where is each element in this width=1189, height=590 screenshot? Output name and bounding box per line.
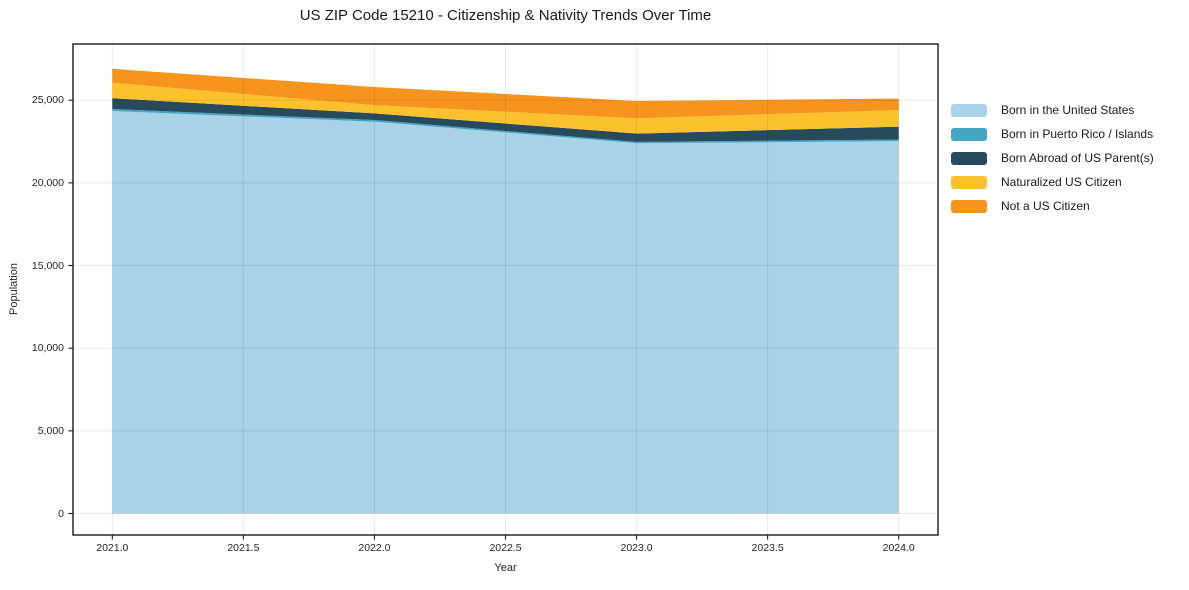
plot-frame bbox=[72, 43, 939, 536]
y-tick-label: 10,000 bbox=[31, 342, 64, 355]
legend-swatch-puerto-rico bbox=[951, 127, 987, 141]
tick-marks bbox=[68, 99, 900, 540]
x-tick-label: 2022.5 bbox=[489, 542, 522, 554]
y-tick-label: 5,000 bbox=[37, 424, 64, 437]
y-tick-label: 25,000 bbox=[31, 94, 64, 107]
legend-item-naturalized: Naturalized US Citizen bbox=[951, 175, 1154, 189]
legend-label: Not a US Citizen bbox=[1001, 199, 1090, 213]
y-tick-label: 0 bbox=[58, 507, 64, 520]
legend-label: Born in Puerto Rico / Islands bbox=[1001, 127, 1154, 141]
area-series bbox=[112, 68, 899, 514]
legend-label: Naturalized US Citizen bbox=[1001, 175, 1122, 189]
x-tick-label: 2024.0 bbox=[882, 542, 915, 554]
legend-item-born-us: Born in the United States bbox=[951, 103, 1154, 117]
y-tick-label: 20,000 bbox=[31, 176, 64, 189]
x-tick-label: 2021.0 bbox=[96, 542, 129, 554]
x-tick-label: 2021.5 bbox=[227, 542, 260, 554]
chart-title: US ZIP Code 15210 - Citizenship & Nativi… bbox=[299, 7, 712, 24]
y-tick-label: 15,000 bbox=[31, 259, 64, 272]
legend-item-born-abroad: Born Abroad of US Parent(s) bbox=[951, 151, 1154, 165]
legend-label: Born in the United States bbox=[1001, 103, 1135, 117]
x-tick-label: 2023.0 bbox=[620, 542, 653, 554]
legend-swatch-not-citizen bbox=[951, 199, 987, 213]
legend-item-not-citizen: Not a US Citizen bbox=[951, 199, 1154, 213]
legend-label: Born Abroad of US Parent(s) bbox=[1001, 151, 1154, 165]
legend: Born in the United States Born in Puerto… bbox=[951, 103, 1154, 213]
x-axis-label: Year bbox=[494, 562, 517, 574]
x-tick-label: 2023.5 bbox=[751, 542, 784, 554]
x-tick-label: 2022.0 bbox=[358, 542, 391, 554]
legend-swatch-naturalized bbox=[951, 175, 987, 189]
gridlines bbox=[73, 44, 938, 535]
legend-swatch-born-abroad bbox=[951, 151, 987, 165]
legend-item-puerto-rico: Born in Puerto Rico / Islands bbox=[951, 127, 1154, 141]
legend-swatch-born-us bbox=[951, 103, 987, 117]
